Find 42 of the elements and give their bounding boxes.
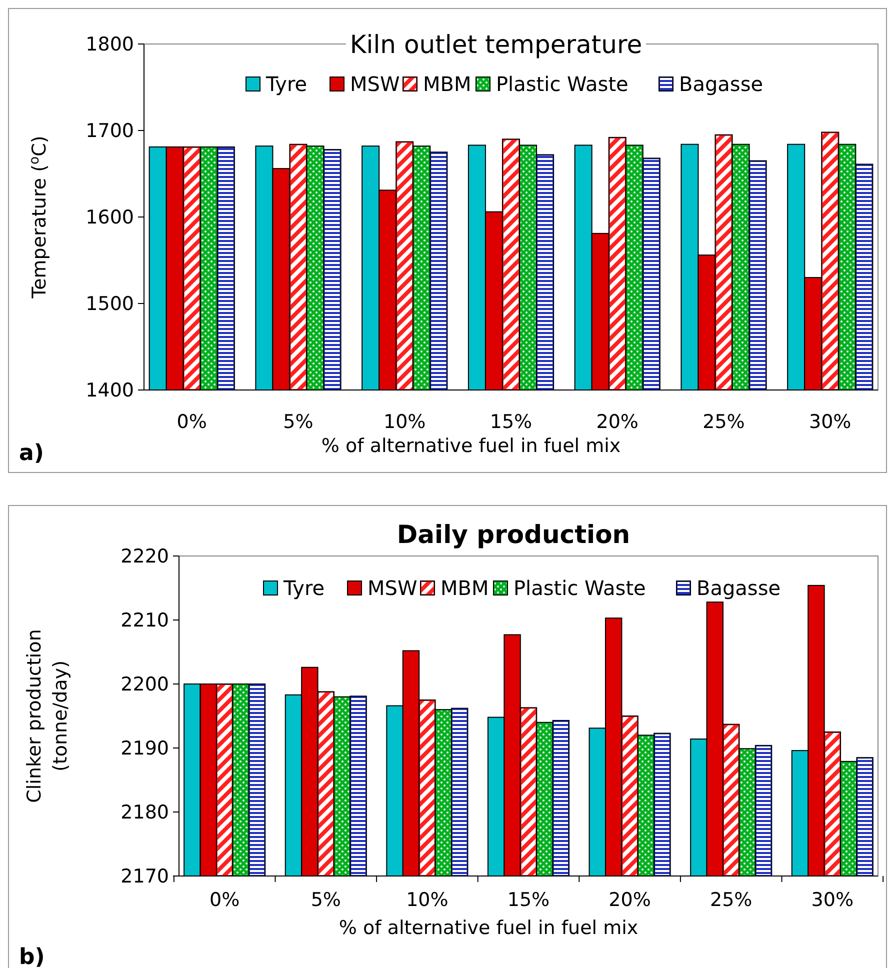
legend-label: Bagasse <box>696 576 781 600</box>
x-tick-label: 5% <box>310 889 341 911</box>
x-tick-label: 10% <box>384 411 426 433</box>
legend-label: Tyre <box>282 576 325 600</box>
x-tick-label: 20% <box>608 889 651 911</box>
y-tick-label: 1700 <box>86 120 134 142</box>
x-tick-label: 15% <box>490 411 532 433</box>
legend-label: MSW <box>368 576 418 600</box>
x-tick-label: 30% <box>811 889 854 911</box>
legend-label: MBM <box>440 576 489 600</box>
legend-label: MSW <box>350 72 400 96</box>
y-tick-label: 1800 <box>86 34 134 56</box>
x-tick-label: 0% <box>176 411 207 433</box>
legend-label: MBM <box>423 72 472 96</box>
x-tick-label: 15% <box>507 889 550 911</box>
x-tick-label: 0% <box>210 889 240 911</box>
y-tick-label: 2210 <box>120 610 169 632</box>
legend-label: Plastic Waste <box>496 72 628 96</box>
chart-title: Daily production <box>396 520 630 549</box>
y-tick-label: 2220 <box>120 546 169 568</box>
y-tick-label: 1500 <box>86 293 134 316</box>
x-axis-title: % of alternative fuel in fuel mix <box>321 435 621 457</box>
y-tick-label: 2180 <box>120 802 169 824</box>
x-tick-label: 25% <box>710 889 752 911</box>
y-axis-title: Clinker production (tonne/day) <box>24 629 72 803</box>
chart-title: Kiln outlet temperature <box>350 30 642 59</box>
text: b) <box>19 945 45 968</box>
y-tick-label: 2170 <box>120 866 169 888</box>
x-tick-label: 30% <box>809 411 852 433</box>
x-tick-label: 5% <box>283 411 314 433</box>
x-tick-label: 10% <box>406 889 448 911</box>
legend-label: Plastic Waste <box>514 576 646 600</box>
x-tick-label: 25% <box>702 411 745 433</box>
y-tick-label: 2200 <box>120 674 169 696</box>
y-tick-label: 2190 <box>120 738 169 760</box>
legend-label: Tyre <box>265 72 308 96</box>
x-tick-label: 20% <box>596 411 638 433</box>
legend-label: Bagasse <box>679 72 764 96</box>
text: a) <box>19 441 44 466</box>
x-axis-title: % of alternative fuel in fuel mix <box>338 917 638 939</box>
y-tick-label: 1600 <box>86 206 134 229</box>
y-tick-label: 1400 <box>86 380 134 402</box>
